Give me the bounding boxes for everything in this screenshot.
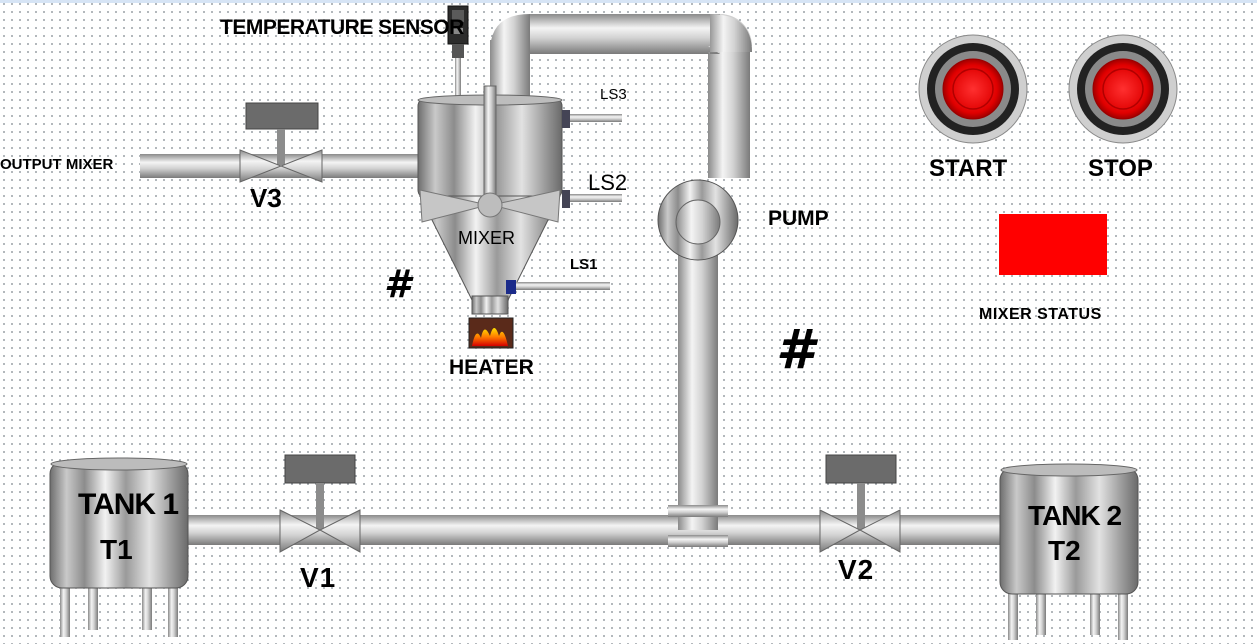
valve-v3[interactable]	[239, 102, 323, 183]
temperature-sensor-icon[interactable]	[447, 5, 469, 100]
window-top-edge	[0, 0, 1257, 3]
tank1-name-label: TANK 1	[78, 488, 179, 521]
pump-label: PUMP	[768, 207, 829, 230]
v2-label: V2	[838, 554, 875, 585]
tank2-id-label: T2	[1048, 535, 1081, 566]
flame-icon[interactable]	[468, 317, 514, 349]
tank1-id-label: T1	[100, 534, 133, 565]
mixer-value-display: #	[384, 262, 411, 306]
v3-label: V3	[250, 183, 282, 213]
ls2-label: LS2	[588, 170, 628, 195]
ls3-label: LS3	[600, 86, 627, 103]
output-mixer-label: OUTPUT MIXER	[0, 156, 114, 173]
level-switch-ls2[interactable]	[562, 190, 622, 208]
mixer-vessel[interactable]	[417, 85, 563, 315]
tank-t1[interactable]	[49, 457, 189, 637]
level-switch-ls3[interactable]	[562, 110, 622, 128]
start-button[interactable]	[918, 34, 1028, 144]
level-switch-ls1[interactable]	[506, 280, 610, 294]
mixer-status-label: MIXER STATUS	[979, 306, 1102, 323]
stop-button[interactable]	[1068, 34, 1178, 144]
mixer-status-indicator	[999, 214, 1107, 275]
valve-v1[interactable]	[279, 454, 361, 553]
pipe-top	[530, 14, 720, 54]
start-label: START	[929, 155, 1008, 182]
heater-label: HEATER	[449, 356, 534, 379]
temperature-sensor-label: TEMPERATURE SENSOR	[220, 16, 464, 39]
stop-label: STOP	[1088, 155, 1153, 182]
ls1-label: LS1	[570, 256, 598, 273]
v1-label: V1	[300, 562, 337, 593]
pipe-riser	[678, 240, 718, 530]
valve-v2[interactable]	[819, 454, 901, 553]
tank-t2[interactable]	[999, 463, 1139, 640]
tank2-name-label: TANK 2	[1028, 500, 1122, 531]
pipe-pump-outlet	[708, 40, 750, 168]
pump-icon[interactable]	[657, 160, 750, 261]
pump-value-display: #	[776, 318, 814, 381]
mixer-label: MIXER	[458, 228, 516, 248]
